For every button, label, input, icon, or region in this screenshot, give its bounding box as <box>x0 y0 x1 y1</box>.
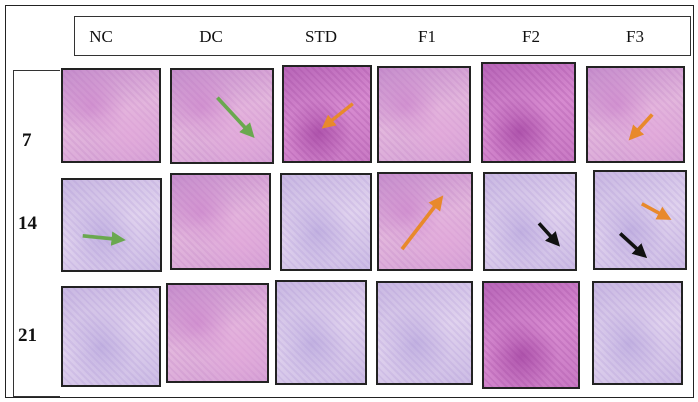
column-label-dc: DC <box>199 27 223 46</box>
column-header-box: NC DC STD F1 F2 F3 <box>74 16 691 56</box>
column-label-std: STD <box>304 27 338 46</box>
micrograph-21-dc <box>166 283 269 383</box>
column-label-nc: NC <box>89 27 113 46</box>
micrograph-21-std <box>275 280 367 385</box>
column-label-f3: F3 <box>626 27 644 46</box>
micrograph-21-f1 <box>376 281 473 385</box>
row-label-21: 21 <box>18 325 37 346</box>
orange-arrow-icon <box>628 113 654 141</box>
micrograph-14-std <box>280 173 372 271</box>
column-label-f2: F2 <box>522 27 540 46</box>
orange-and-black-arrow-icons <box>618 202 672 259</box>
micrograph-7-f1 <box>377 66 471 163</box>
orange-arrow-icon <box>400 195 444 251</box>
column-label-f1: F1 <box>418 27 436 46</box>
micrograph-7-f2 <box>481 62 576 163</box>
micrograph-14-f1 <box>377 172 473 271</box>
micrograph-7-nc <box>61 68 161 163</box>
orange-arrow-icon <box>321 102 354 129</box>
micrograph-14-dc <box>170 173 271 270</box>
black-arrow-icon <box>537 222 561 247</box>
row-label-14: 14 <box>18 213 37 234</box>
micrograph-7-dc <box>170 68 274 164</box>
row-label-box <box>13 70 60 397</box>
micrograph-14-f2 <box>483 172 577 271</box>
micrograph-7-f3 <box>586 66 685 163</box>
row-label-7: 7 <box>22 130 32 151</box>
micrograph-21-f3 <box>592 281 683 385</box>
green-arrow-icon <box>82 231 126 246</box>
micrograph-14-nc <box>61 178 162 272</box>
micrograph-21-f2 <box>482 281 580 389</box>
micrograph-7-std <box>282 65 372 163</box>
micrograph-14-f3 <box>593 170 687 270</box>
micrograph-21-nc <box>61 286 161 387</box>
figure-frame <box>5 5 694 398</box>
green-arrow-icon <box>216 96 255 138</box>
